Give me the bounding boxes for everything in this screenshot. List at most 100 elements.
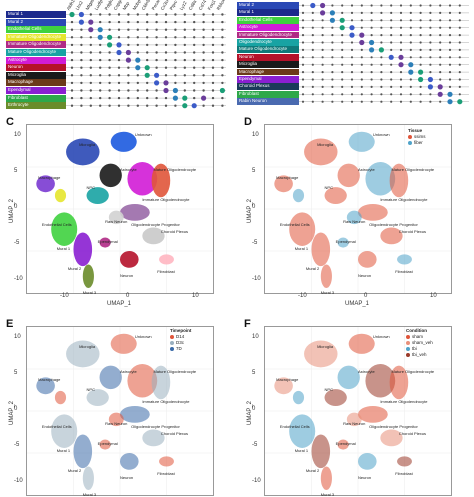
expression-dot	[174, 58, 177, 62]
expression-dot	[447, 99, 453, 105]
cluster-label: Fibroblast	[157, 269, 175, 275]
cluster-label: Oligodendrocyte Progenitor	[131, 424, 180, 430]
cluster-label: Ependymal	[97, 441, 118, 447]
cluster-label: Choroid Plexus	[398, 229, 427, 235]
expression-dot	[183, 81, 186, 85]
expression-dot	[89, 43, 93, 47]
cell-cluster	[54, 390, 67, 405]
cluster-label: Neuron	[358, 474, 372, 480]
expression-dot	[331, 93, 334, 96]
expression-dot	[125, 57, 131, 63]
expression-dot	[155, 13, 158, 16]
expression-dot	[409, 34, 412, 37]
y-tick-label: 5	[252, 168, 256, 174]
expression-dot	[80, 43, 83, 47]
cell-cluster	[110, 333, 137, 354]
expression-dot	[99, 13, 102, 16]
expression-dot	[360, 11, 363, 14]
expression-dot	[88, 19, 94, 25]
expression-dot	[339, 17, 345, 23]
expression-dot	[146, 20, 149, 24]
expression-dot	[146, 104, 149, 107]
cell-cluster	[274, 175, 293, 193]
expression-dot	[329, 17, 335, 23]
expression-dot	[341, 34, 344, 37]
expression-dot	[80, 104, 83, 107]
expression-dot	[70, 51, 74, 54]
expression-dot	[458, 85, 461, 88]
legend-title: Timepoint	[170, 328, 192, 333]
cell-cluster	[380, 429, 403, 447]
cell-cluster	[348, 333, 375, 354]
expression-dot	[331, 71, 334, 74]
cluster-label: Endothelial Cells	[279, 424, 310, 430]
legend-item: sham	[406, 334, 433, 340]
expression-dot	[311, 19, 314, 22]
expression-dot	[419, 100, 422, 103]
expression-dot	[182, 103, 188, 109]
expression-dot	[172, 95, 178, 101]
y-tick-label: -10	[252, 478, 261, 484]
expression-dot	[136, 81, 139, 85]
expression-dot	[164, 13, 168, 16]
cluster-label: Mural 3	[82, 491, 97, 497]
cell-cluster	[108, 210, 124, 225]
expression-dot	[331, 48, 334, 52]
expression-dot	[350, 71, 354, 74]
panel-letter-e: E	[6, 318, 14, 330]
expression-dot	[80, 96, 83, 100]
expression-dot	[458, 56, 461, 59]
expression-dot	[419, 85, 422, 88]
expression-dot	[409, 85, 412, 88]
legend-item: ssims	[408, 134, 426, 140]
expression-dot	[321, 85, 324, 88]
cell-cluster	[358, 405, 388, 423]
x-axis-label: UMAP_1	[345, 301, 370, 307]
cluster-label: Ependymal	[97, 239, 118, 245]
expression-dot	[117, 96, 121, 100]
expression-dot	[211, 13, 215, 16]
expression-dot	[350, 93, 354, 96]
expression-dot	[341, 63, 344, 66]
expression-dot	[359, 39, 365, 46]
expression-dot	[349, 32, 355, 38]
expression-dot	[341, 56, 344, 59]
y-tick-label: 10	[252, 132, 259, 138]
cell-type-label: Mural 1	[237, 9, 299, 17]
cluster-label: Choroid Plexus	[160, 431, 189, 437]
expression-dot	[341, 78, 344, 81]
expression-dot	[80, 36, 83, 39]
expression-dot	[419, 48, 422, 52]
expression-dot	[409, 56, 412, 59]
expression-dot	[70, 89, 74, 92]
expression-dot	[80, 28, 83, 31]
cluster-label: Immature Oligodendrocyte	[142, 399, 190, 405]
expression-dot	[409, 19, 412, 22]
cell-cluster	[120, 453, 139, 470]
expression-dot	[70, 74, 74, 77]
expression-dot	[108, 28, 111, 31]
y-tick-label: -5	[252, 442, 258, 448]
legend-item: 7D	[170, 346, 191, 352]
cluster-label: Macrophage	[38, 377, 61, 383]
expression-dot	[448, 26, 452, 29]
y-tick-label: -10	[14, 276, 23, 282]
expression-dot	[70, 43, 74, 47]
expression-dot	[429, 11, 432, 14]
expression-dot	[390, 93, 393, 96]
expression-dot	[89, 51, 93, 54]
expression-dot	[107, 34, 113, 40]
expression-dot	[370, 4, 373, 7]
cell-type-label: Neuron	[6, 64, 66, 72]
expression-dot	[155, 43, 158, 47]
cell-cluster	[127, 363, 158, 398]
cell-type-label: Astrocyte	[6, 56, 66, 64]
y-tick-label: -10	[14, 478, 23, 484]
legend-item: fiber	[408, 140, 426, 146]
cluster-label: Oligodendrocyte Progenitor	[131, 222, 180, 228]
expression-dot	[211, 43, 215, 47]
expression-dot	[458, 63, 461, 66]
dotplot-a: Aldh1l1 Lhx2 Mfge8 Ludfp Pdgfra Cspg4 Mbp Mobp C…	[0, 0, 232, 112]
expression-dot	[439, 100, 442, 103]
cell-cluster	[51, 414, 78, 448]
